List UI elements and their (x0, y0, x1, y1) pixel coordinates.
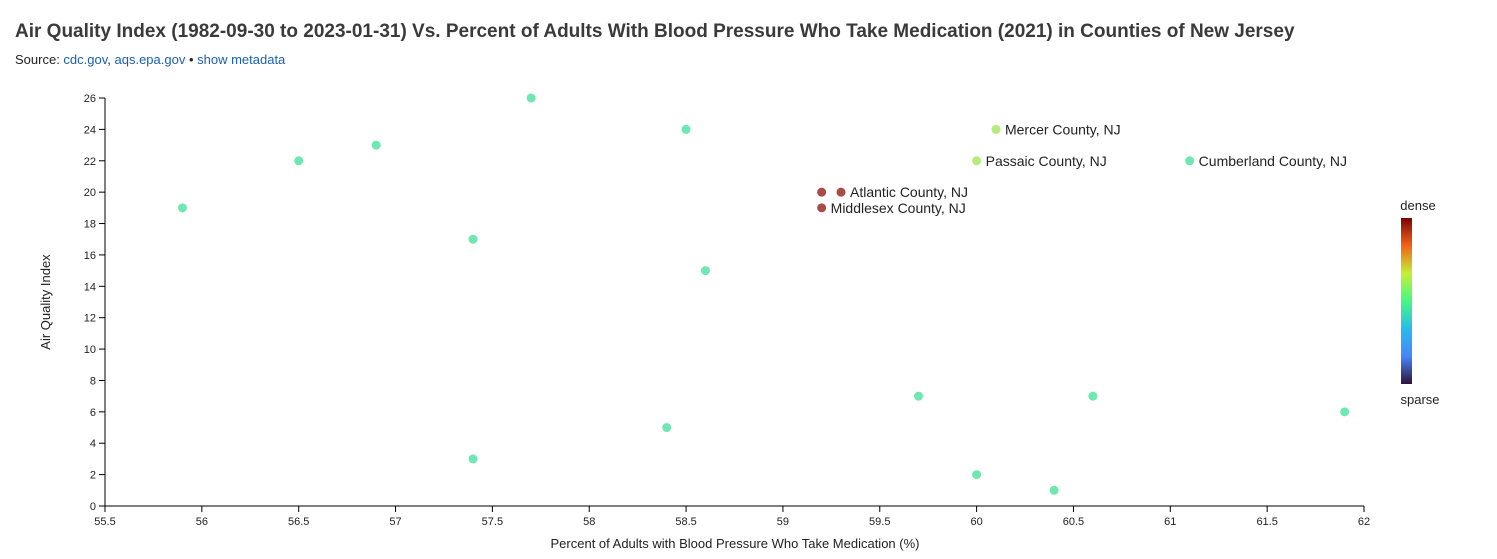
data-points (177, 93, 1350, 495)
data-point[interactable] (817, 187, 827, 197)
data-point[interactable] (1185, 156, 1195, 166)
x-tick-label: 57.5 (482, 516, 503, 528)
y-tick-label: 2 (90, 470, 96, 482)
y-axis-label: Air Quality Index (38, 254, 53, 350)
y-tick-label: 22 (84, 156, 96, 168)
x-tick-label: 55.5 (94, 516, 115, 528)
chart-title: Air Quality Index (1982-09-30 to 2023-01… (15, 21, 1295, 42)
y-tick-label: 0 (90, 501, 96, 513)
x-tick-label: 57 (389, 516, 401, 528)
data-point[interactable] (294, 156, 304, 166)
point-label: Atlantic County, NJ (850, 184, 968, 200)
x-tick-label: 61 (1164, 516, 1176, 528)
data-point[interactable] (972, 470, 982, 480)
y-tick-label: 26 (84, 93, 96, 105)
x-tick-label: 56 (196, 516, 208, 528)
data-point[interactable] (1049, 485, 1059, 495)
source-prefix: Source: (15, 52, 64, 67)
data-point[interactable] (468, 454, 478, 464)
show-metadata-link[interactable]: show metadata (197, 52, 286, 67)
x-tick-label: 59.5 (869, 516, 890, 528)
point-label: Mercer County, NJ (1005, 121, 1121, 137)
data-point[interactable] (1340, 407, 1350, 417)
y-tick-label: 20 (84, 187, 96, 199)
data-point[interactable] (371, 140, 381, 150)
source-link-epa[interactable]: aqs.epa.gov (114, 52, 186, 67)
x-tick-label: 60.5 (1063, 516, 1084, 528)
data-point[interactable] (468, 234, 478, 244)
source-line: Source: cdc.gov, aqs.epa.gov • show meta… (15, 52, 285, 67)
source-separator: , (107, 52, 115, 67)
data-point[interactable] (700, 266, 710, 276)
legend-dense-label: dense (1400, 198, 1435, 213)
legend-sparse-label: sparse (1400, 392, 1439, 407)
data-point[interactable] (681, 124, 691, 134)
source-bullet: • (185, 52, 198, 67)
data-point[interactable] (991, 124, 1001, 134)
y-tick-label: 6 (90, 407, 96, 419)
source-link-cdc[interactable]: cdc.gov (63, 52, 108, 67)
x-tick-label: 61.5 (1256, 516, 1277, 528)
data-point[interactable] (177, 203, 187, 213)
point-label: Passaic County, NJ (986, 153, 1107, 169)
axes: 55.5 56 56.5 57 57.5 58 58.5 59 59.5 60 60.5 61 61.5… (84, 93, 1370, 528)
y-tick-label: 18 (84, 219, 96, 231)
x-axis-label: Percent of Adults with Blood Pressure Wh… (551, 536, 920, 551)
color-legend: dense sparse (1400, 198, 1439, 407)
data-point[interactable] (1088, 391, 1098, 401)
y-tick-label: 12 (84, 313, 96, 325)
x-tick-label: 58 (583, 516, 595, 528)
x-tick-label: 60 (970, 516, 982, 528)
y-tick-label: 8 (90, 375, 96, 387)
y-tick-label: 16 (84, 250, 96, 262)
y-tick-label: 24 (84, 124, 96, 136)
y-tick-label: 10 (84, 344, 96, 356)
data-point[interactable] (914, 391, 924, 401)
data-point[interactable] (662, 423, 672, 433)
point-label: Cumberland County, NJ (1199, 153, 1347, 169)
x-tick-label: 59 (777, 516, 789, 528)
y-tick-label: 14 (84, 281, 96, 293)
data-point[interactable] (836, 187, 846, 197)
y-tick-label: 4 (90, 438, 96, 450)
data-point[interactable] (972, 156, 982, 166)
x-tick-label: 56.5 (288, 516, 309, 528)
legend-gradient-bar (1401, 218, 1412, 384)
x-tick-label: 62 (1358, 516, 1370, 528)
x-tick-label: 58.5 (675, 516, 696, 528)
point-label: Middlesex County, NJ (831, 200, 966, 216)
data-point[interactable] (817, 203, 827, 213)
data-point[interactable] (526, 93, 536, 103)
